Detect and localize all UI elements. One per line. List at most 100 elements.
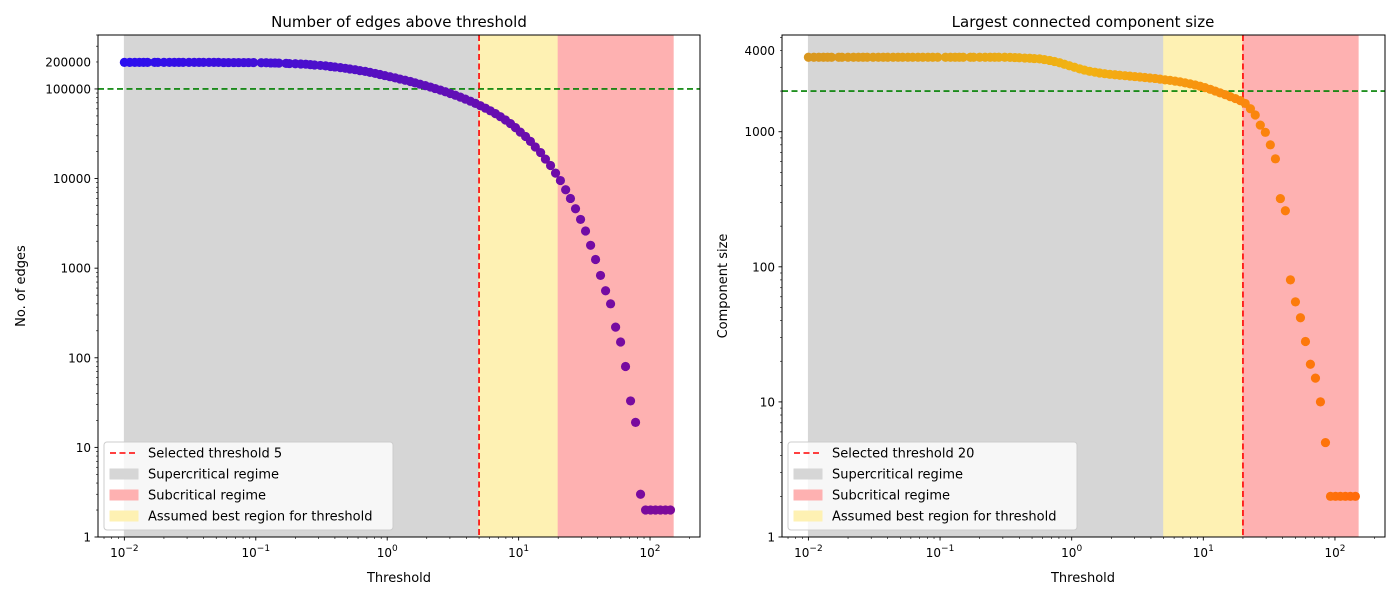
left-y-tick-label: 200000 xyxy=(45,55,91,69)
left-x-ticks: 10−2 10−1 100 101 102 xyxy=(103,537,690,560)
right-legend-swatch-patch xyxy=(793,510,823,522)
left-data-point xyxy=(586,240,596,250)
left-y-tick-label: 100000 xyxy=(45,82,91,96)
right-y-tick-label: 100 xyxy=(752,260,775,274)
right-data-point xyxy=(1285,275,1296,285)
right-x-tick-label: 101 xyxy=(1193,544,1214,560)
right-data-point xyxy=(1350,491,1360,501)
left-data-point xyxy=(540,154,551,164)
left-legend-label: Supercritical regime xyxy=(148,468,279,483)
left-y-tick-label: 1 xyxy=(83,531,91,545)
right-legend-label: Supercritical regime xyxy=(832,468,963,483)
left-plot-frame xyxy=(97,34,701,538)
left-legend-label: Assumed best region for threshold xyxy=(148,510,372,525)
left-y-tick-label: 10000 xyxy=(53,172,91,186)
right-data-point xyxy=(826,52,837,62)
left-data-point xyxy=(625,396,636,406)
right-data-point xyxy=(1255,120,1265,130)
left-data-point xyxy=(611,322,621,332)
right-x-tick-label: 10−1 xyxy=(926,544,955,560)
left-data-point xyxy=(595,270,606,281)
left-data-point xyxy=(274,58,284,68)
right-y-tick-label: 10 xyxy=(760,395,775,409)
left-points xyxy=(119,57,676,515)
left-data-point xyxy=(635,489,646,499)
left-chart-title: Number of edges above threshold xyxy=(271,13,527,31)
right-chart-title: Largest connected component size xyxy=(952,13,1215,31)
left-legend-box xyxy=(103,441,394,531)
left-data-point xyxy=(630,417,641,428)
right-x-tick-label: 100 xyxy=(1061,544,1082,560)
right-data-point xyxy=(1260,127,1270,137)
right-legend: Selected threshold 20 Supercritical regim… xyxy=(787,441,1078,531)
left-data-point xyxy=(561,185,571,195)
right-legend-swatch-patch xyxy=(793,489,823,501)
right-y-tick-label: 1 xyxy=(767,531,775,545)
left-legend: Selected threshold 5 Supercritical regime… xyxy=(103,441,394,531)
left-legend-label: Subcritical regime xyxy=(148,489,266,504)
right-data-point xyxy=(1280,206,1290,216)
left-data-point xyxy=(600,286,611,296)
left-data-point xyxy=(545,160,556,171)
left-panel: 10−2 10−1 100 101 102 1 10 100 1000 10000 100000 2… xyxy=(14,13,701,586)
right-data-point xyxy=(1265,140,1275,150)
right-plot-frame xyxy=(781,34,1386,538)
right-data-point xyxy=(1300,336,1311,347)
right-region-subcritical-regime xyxy=(1242,34,1359,538)
left-legend-swatch-patch xyxy=(109,468,139,480)
right-data-point xyxy=(1295,313,1306,323)
right-y-tick-label: 1000 xyxy=(744,125,775,139)
left-data-point xyxy=(555,175,566,186)
left-data-point xyxy=(575,214,586,225)
left-x-tick-label: 10−2 xyxy=(110,544,139,560)
right-data-point xyxy=(1275,193,1285,204)
left-y-axis-label: No. of edges xyxy=(14,245,29,327)
right-points xyxy=(803,52,1360,501)
right-data-point xyxy=(1310,373,1321,383)
left-data-point xyxy=(142,57,153,67)
left-data-point xyxy=(550,168,561,178)
right-y-axis-label: Component size xyxy=(716,234,731,339)
left-legend-swatch-patch xyxy=(109,489,139,501)
left-legend-label: Selected threshold 5 xyxy=(148,447,282,462)
right-y-ticks: 1 10 100 1000 4000 xyxy=(744,37,782,545)
right-data-point xyxy=(1270,154,1281,164)
left-data-point xyxy=(536,147,546,158)
right-legend-label: Selected threshold 20 xyxy=(832,447,974,462)
right-legend-label: Subcritical regime xyxy=(832,489,950,504)
right-x-tick-label: 102 xyxy=(1324,544,1345,560)
left-y-ticks: 1 10 100 1000 10000 100000 200000 xyxy=(45,34,98,545)
left-data-point xyxy=(565,193,576,204)
right-data-point xyxy=(933,52,943,62)
left-x-tick-label: 101 xyxy=(508,544,529,560)
left-x-tick-label: 102 xyxy=(640,544,661,560)
left-y-tick-label: 1000 xyxy=(60,262,91,276)
right-region-assumed-best-region-for-threshold xyxy=(1163,34,1244,538)
left-data-point xyxy=(590,254,601,265)
left-x-axis-label: Threshold xyxy=(366,571,431,586)
left-regions xyxy=(123,34,674,538)
right-data-point xyxy=(1245,104,1256,114)
right-legend-label: Assumed best region for threshold xyxy=(832,510,1056,525)
right-x-axis-label: Threshold xyxy=(1050,571,1115,586)
left-data-point xyxy=(570,204,581,214)
left-data-point xyxy=(665,505,676,515)
right-x-ticks: 10−2 10−1 100 101 102 xyxy=(787,537,1375,560)
right-legend-swatch-patch xyxy=(793,468,823,480)
left-data-point xyxy=(580,226,591,236)
left-y-tick-label: 100 xyxy=(68,351,91,365)
right-data-point xyxy=(1305,359,1316,369)
right-data-point xyxy=(1320,437,1331,448)
right-data-point xyxy=(958,52,968,62)
left-legend-swatch-patch xyxy=(109,510,139,522)
left-y-tick-label: 10 xyxy=(76,441,91,455)
left-x-tick-label: 100 xyxy=(377,544,398,560)
right-panel: 10−2 10−1 100 101 102 1 10 100 1000 4000 Largest… xyxy=(716,13,1386,586)
left-x-tick-label: 10−1 xyxy=(242,544,271,560)
left-data-point xyxy=(615,337,626,347)
left-region-subcritical-regime xyxy=(557,34,674,538)
left-data-point xyxy=(248,57,259,68)
right-data-point xyxy=(1250,110,1260,120)
right-data-point xyxy=(1315,397,1326,407)
